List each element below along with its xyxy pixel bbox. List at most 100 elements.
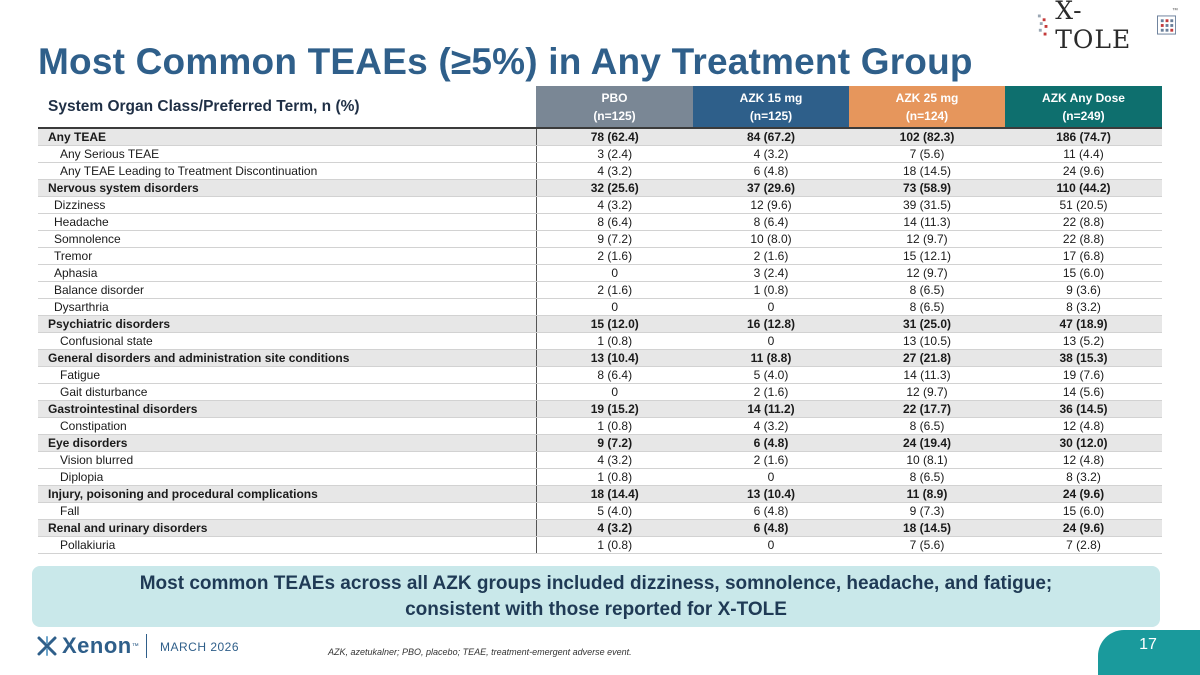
row-label: Tremor bbox=[38, 247, 536, 265]
table-cell: 18 (14.5) bbox=[849, 519, 1005, 537]
table-cell: 4 (3.2) bbox=[535, 196, 693, 214]
table-cell: 1 (0.8) bbox=[535, 468, 693, 486]
row-header-label: System Organ Class/Preferred Term, n (%) bbox=[38, 86, 536, 129]
table-cell: 7 (2.8) bbox=[1005, 536, 1162, 554]
table-cell: 5 (4.0) bbox=[535, 502, 693, 520]
table-cell: 6 (4.8) bbox=[693, 502, 849, 520]
table-cell: 8 (6.4) bbox=[535, 213, 693, 231]
table-cell: 0 bbox=[693, 298, 849, 316]
table-row: Pollakiuria 1 (0.8) 0 7 (5.6) 7 (2.8) bbox=[38, 536, 1162, 554]
table-cell: 9 (3.6) bbox=[1005, 281, 1162, 299]
table-row: Diplopia 1 (0.8) 0 8 (6.5) 8 (3.2) bbox=[38, 468, 1162, 486]
column-header-azk-25mg: AZK 25 mg (n=124) bbox=[849, 86, 1005, 129]
table-cell: 73 (58.9) bbox=[849, 179, 1005, 197]
table-cell: 6 (4.8) bbox=[693, 162, 849, 180]
table-cell: 24 (9.6) bbox=[1005, 162, 1162, 180]
table-cell: 4 (3.2) bbox=[693, 417, 849, 435]
row-label: Constipation bbox=[38, 417, 536, 435]
row-label: Diplopia bbox=[38, 468, 536, 486]
table-cell: 8 (6.5) bbox=[849, 468, 1005, 486]
table-cell: 8 (6.4) bbox=[535, 366, 693, 384]
table-cell: 0 bbox=[535, 383, 693, 401]
table-row: Tremor 2 (1.6) 2 (1.6) 15 (12.1) 17 (6.8) bbox=[38, 247, 1162, 265]
table-cell: 18 (14.4) bbox=[535, 485, 693, 503]
table-cell: 38 (15.3) bbox=[1005, 349, 1162, 367]
table-cell: 22 (8.8) bbox=[1005, 213, 1162, 231]
table-row: Aphasia 0 3 (2.4) 12 (9.7) 15 (6.0) bbox=[38, 264, 1162, 282]
table-cell: 22 (17.7) bbox=[849, 400, 1005, 418]
table-cell: 102 (82.3) bbox=[849, 128, 1005, 146]
column-n: (n=125) bbox=[593, 108, 636, 123]
column-n: (n=125) bbox=[749, 108, 793, 123]
table-row: Dizziness 4 (3.2) 12 (9.6) 39 (31.5) 51 (20.… bbox=[38, 196, 1162, 214]
table-cell: 110 (44.2) bbox=[1005, 179, 1162, 197]
table-cell: 14 (11.3) bbox=[849, 213, 1005, 231]
row-label: Gait disturbance bbox=[38, 383, 536, 401]
row-label: Psychiatric disorders bbox=[38, 315, 536, 333]
table-row-category: Injury, poisoning and procedural complic… bbox=[38, 485, 1162, 503]
table-cell: 2 (1.6) bbox=[535, 247, 693, 265]
table-cell: 15 (6.0) bbox=[1005, 502, 1162, 520]
row-label: Gastrointestinal disorders bbox=[38, 400, 536, 418]
column-name: AZK 25 mg bbox=[895, 90, 959, 105]
table-row-category: Any TEAE 78 (62.4) 84 (67.2) 102 (82.3) 186 … bbox=[38, 128, 1162, 146]
table-cell: 9 (7.2) bbox=[535, 434, 693, 452]
table-cell: 0 bbox=[535, 264, 693, 282]
column-header-azk-15mg: AZK 15 mg (n=125) bbox=[693, 86, 849, 129]
table-cell: 22 (8.8) bbox=[1005, 230, 1162, 248]
footer-divider bbox=[146, 634, 147, 658]
table-cell: 9 (7.2) bbox=[535, 230, 693, 248]
table-cell: 6 (4.8) bbox=[693, 519, 849, 537]
table-cell: 2 (1.6) bbox=[693, 451, 849, 469]
table-cell: 5 (4.0) bbox=[693, 366, 849, 384]
table-row: Balance disorder 2 (1.6) 1 (0.8) 8 (6.5) 9 (… bbox=[38, 281, 1162, 299]
table-cell: 13 (10.4) bbox=[535, 349, 693, 367]
table-row-category: Psychiatric disorders 15 (12.0) 16 (12.8) 3… bbox=[38, 315, 1162, 333]
table-cell: 13 (10.5) bbox=[849, 332, 1005, 350]
table-cell: 19 (15.2) bbox=[535, 400, 693, 418]
row-label: Fatigue bbox=[38, 366, 536, 384]
table-row-category: Gastrointestinal disorders 19 (15.2) 14 (1… bbox=[38, 400, 1162, 418]
xenon-trademark: ™ bbox=[131, 642, 139, 650]
table-cell: 12 (9.7) bbox=[849, 264, 1005, 282]
table-cell: 15 (12.0) bbox=[535, 315, 693, 333]
table-cell: 19 (7.6) bbox=[1005, 366, 1162, 384]
table-cell: 39 (31.5) bbox=[849, 196, 1005, 214]
table-cell: 14 (11.2) bbox=[693, 400, 849, 418]
table-cell: 6 (4.8) bbox=[693, 434, 849, 452]
table-cell: 12 (9.7) bbox=[849, 383, 1005, 401]
summary-line-1: Most common TEAEs across all AZK groups … bbox=[139, 572, 1053, 594]
table-row-category: General disorders and administration sit… bbox=[38, 349, 1162, 367]
table-cell: 4 (3.2) bbox=[693, 145, 849, 163]
x-tole-wordmark: X-TOLE bbox=[1055, 0, 1132, 54]
page-title: Most Common TEAEs (≥5%) in Any Treatment… bbox=[38, 41, 973, 82]
table-cell: 24 (9.6) bbox=[1005, 485, 1162, 503]
table-cell: 3 (2.4) bbox=[535, 145, 693, 163]
table-cell: 2 (1.6) bbox=[693, 383, 849, 401]
table-row: Any TEAE Leading to Treatment Discontinu… bbox=[38, 162, 1162, 180]
table-cell: 7 (5.6) bbox=[849, 536, 1005, 554]
table-row: Fatigue 8 (6.4) 5 (4.0) 14 (11.3) 19 (7.6) bbox=[38, 366, 1162, 384]
row-label: Somnolence bbox=[38, 230, 536, 248]
row-label: Pollakiuria bbox=[38, 536, 536, 554]
table-cell: 2 (1.6) bbox=[693, 247, 849, 265]
summary-banner: Most common TEAEs across all AZK groups … bbox=[32, 566, 1160, 627]
row-label: Renal and urinary disorders bbox=[38, 519, 536, 537]
table-row: Confusional state 1 (0.8) 0 13 (10.5) 13 (5.… bbox=[38, 332, 1162, 350]
trademark-mark: ™ bbox=[1172, 8, 1178, 14]
row-label: Vision blurred bbox=[38, 451, 536, 469]
table-row-category: Nervous system disorders 32 (25.6) 37 (29.… bbox=[38, 179, 1162, 197]
table-cell: 12 (4.8) bbox=[1005, 451, 1162, 469]
column-name: AZK 15 mg bbox=[739, 90, 803, 105]
table-cell: 14 (5.6) bbox=[1005, 383, 1162, 401]
column-n: (n=249) bbox=[1062, 108, 1105, 123]
table-cell: 8 (3.2) bbox=[1005, 468, 1162, 486]
abbreviation-footnote: AZK, azetukalner; PBO, placebo; TEAE, tr… bbox=[328, 647, 632, 657]
table-row: Vision blurred 4 (3.2) 2 (1.6) 10 (8.1) 12 (… bbox=[38, 451, 1162, 469]
table-cell: 8 (6.5) bbox=[849, 417, 1005, 435]
table-cell: 9 (7.3) bbox=[849, 502, 1005, 520]
table-cell: 1 (0.8) bbox=[535, 332, 693, 350]
row-label: Any TEAE bbox=[38, 128, 536, 146]
table-cell: 11 (4.4) bbox=[1005, 145, 1162, 163]
column-name: PBO bbox=[601, 90, 628, 105]
